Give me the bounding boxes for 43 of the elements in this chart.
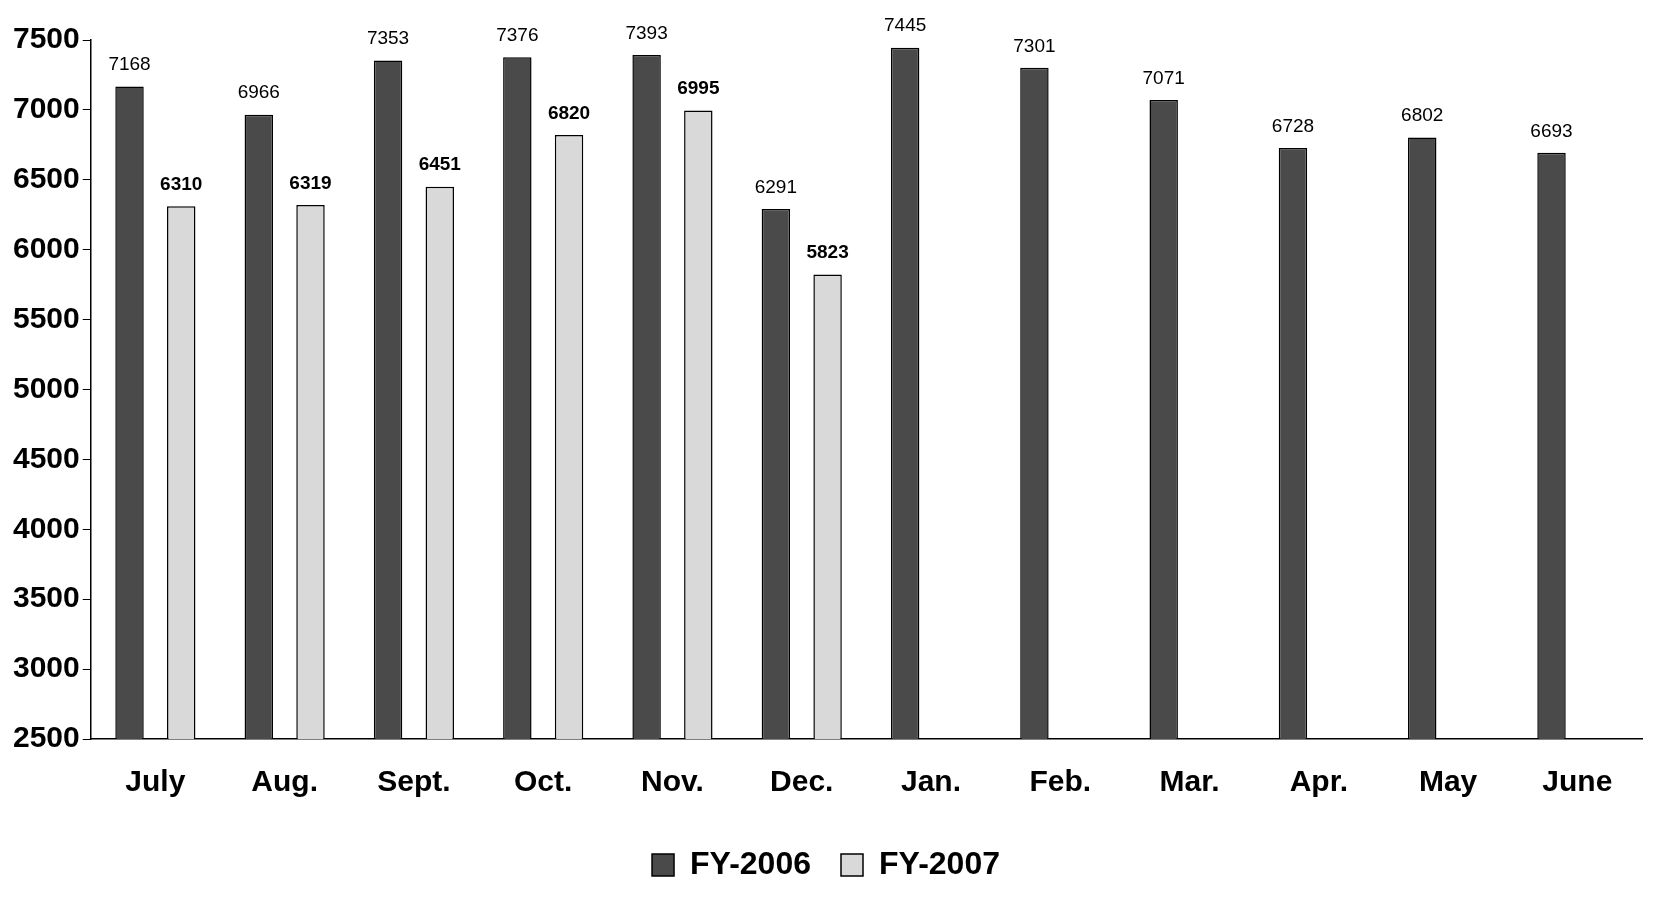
x-tick-label: July bbox=[125, 764, 186, 798]
legend-label: FY-2007 bbox=[879, 844, 1000, 881]
y-tick-label: 5500 bbox=[12, 300, 80, 334]
data-label: 6319 bbox=[289, 171, 332, 193]
x-tick-label: Aug. bbox=[251, 764, 318, 798]
data-label: 7393 bbox=[625, 21, 668, 43]
x-tick-label: Dec. bbox=[770, 764, 834, 798]
x-tick-label: Mar. bbox=[1159, 764, 1220, 798]
x-tick-label: Apr. bbox=[1289, 764, 1348, 798]
data-label: 6995 bbox=[677, 77, 720, 99]
data-label: 7376 bbox=[496, 24, 539, 46]
x-tick-label: May bbox=[1418, 764, 1478, 798]
y-tick-label: 7000 bbox=[12, 91, 80, 125]
x-tick-label: Jan. bbox=[900, 764, 962, 798]
data-label: 6693 bbox=[1530, 119, 1573, 141]
y-tick-label: 6500 bbox=[12, 161, 80, 195]
data-label: 6966 bbox=[237, 81, 280, 103]
data-label: 5823 bbox=[806, 241, 849, 263]
data-label: 7353 bbox=[366, 27, 410, 49]
x-tick-label: Feb. bbox=[1029, 764, 1092, 798]
data-label: 6310 bbox=[160, 173, 203, 195]
data-label: 7445 bbox=[884, 14, 927, 36]
data-label: 6820 bbox=[547, 101, 591, 123]
x-tick-label: June bbox=[1542, 764, 1613, 798]
x-tick-label: Oct. bbox=[514, 764, 573, 798]
y-tick-label: 7500 bbox=[12, 21, 80, 55]
data-label: 6291 bbox=[754, 175, 798, 197]
x-tick-label: Nov. bbox=[641, 764, 704, 798]
data-label: 6802 bbox=[1401, 104, 1444, 126]
data-label: 6451 bbox=[418, 153, 462, 175]
y-tick-label: 3000 bbox=[12, 650, 80, 684]
data-label: 6728 bbox=[1271, 114, 1315, 136]
data-label: 7168 bbox=[108, 53, 151, 75]
y-tick-label: 5000 bbox=[12, 370, 80, 404]
legend-label: FY-2006 bbox=[690, 844, 811, 881]
y-tick-label: 6000 bbox=[12, 230, 80, 264]
data-label: 7301 bbox=[1013, 34, 1056, 56]
data-label: 7071 bbox=[1142, 66, 1185, 88]
y-tick-label: 4500 bbox=[12, 440, 80, 474]
y-tick-label: 2500 bbox=[12, 720, 80, 754]
y-tick-label: 4000 bbox=[12, 510, 80, 544]
x-tick-label: Sept. bbox=[377, 764, 451, 798]
y-tick-label: 3500 bbox=[12, 580, 80, 614]
